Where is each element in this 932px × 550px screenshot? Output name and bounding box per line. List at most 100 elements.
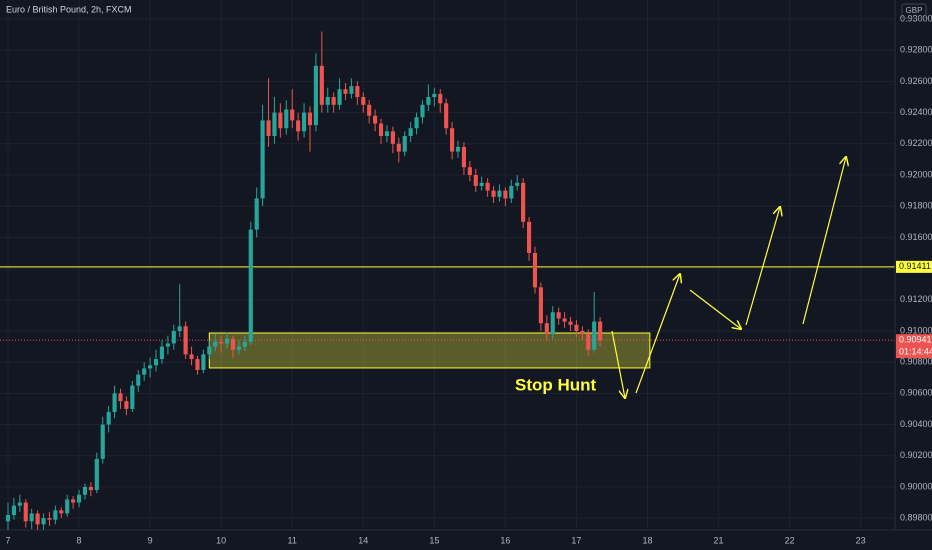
candle-body — [586, 334, 591, 350]
candle-body — [11, 505, 16, 516]
x-tick-label: 9 — [148, 535, 153, 545]
candle-body — [367, 104, 372, 116]
y-tick-label: 0.90800 — [900, 357, 932, 367]
arrow — [745, 207, 780, 326]
arrow — [802, 157, 846, 325]
candle-body — [236, 346, 241, 350]
candle-body — [23, 502, 28, 522]
candle-body — [136, 374, 141, 386]
candle-body — [550, 312, 555, 335]
zone — [208, 332, 651, 369]
candle-body — [598, 321, 603, 341]
candle-body — [106, 412, 111, 425]
candle-body — [207, 346, 212, 355]
candle-body — [65, 499, 70, 514]
candle-body — [384, 131, 390, 137]
candle-body — [361, 97, 366, 105]
candle-body — [88, 486, 93, 491]
candle-body — [41, 518, 46, 525]
candle-body — [112, 393, 117, 413]
y-tick-label: 0.92600 — [900, 76, 932, 86]
arrow — [689, 289, 741, 329]
candle-body — [35, 513, 40, 525]
x-tick-label: 17 — [571, 535, 581, 545]
candle-body — [76, 494, 82, 503]
candle-body — [313, 65, 318, 126]
candle-body — [479, 182, 484, 186]
candle-body — [556, 312, 561, 319]
candle-body — [230, 338, 236, 350]
candle-body — [331, 97, 336, 105]
drawings — [611, 157, 846, 398]
y-tick-label: 0.89800 — [900, 513, 932, 523]
candle-body — [426, 97, 431, 105]
candle-body — [290, 109, 295, 121]
candle-body — [532, 252, 538, 288]
candle-body — [521, 182, 526, 222]
x-tick-label: 8 — [77, 535, 82, 545]
candle-body — [254, 198, 259, 230]
candle-body — [47, 518, 52, 520]
candle-body — [325, 97, 330, 105]
candle-body — [580, 330, 585, 335]
candle-body — [574, 324, 579, 331]
candle-body — [438, 93, 443, 104]
candle-body — [278, 112, 283, 129]
x-tick-label: 15 — [429, 535, 439, 545]
candle-body — [118, 393, 123, 402]
candle-body — [296, 120, 301, 132]
candle-body — [219, 341, 224, 344]
y-tick-label: 0.91000 — [900, 325, 932, 335]
currency-box[interactable] — [901, 3, 927, 19]
x-tick-label: 10 — [216, 535, 226, 545]
candle-body — [396, 143, 401, 152]
candle-body — [195, 359, 200, 370]
candle-body — [189, 354, 194, 360]
arrow — [611, 330, 625, 398]
candle-body — [142, 368, 147, 375]
candle-body — [544, 323, 549, 335]
candle-body — [337, 89, 342, 105]
candle-body — [100, 424, 105, 459]
candle-body — [450, 128, 455, 152]
y-tick-label: 0.91600 — [900, 232, 932, 242]
y-tick-label: 0.91200 — [900, 294, 932, 304]
candle-body — [355, 86, 360, 98]
candle-body — [272, 112, 277, 137]
candle-body — [432, 93, 437, 98]
candle-body — [53, 510, 58, 520]
candle-body — [5, 515, 11, 522]
candle-body — [59, 510, 64, 514]
price-label-box — [896, 334, 932, 359]
candle-body — [183, 326, 188, 355]
candle-body — [17, 502, 22, 506]
candle-body — [461, 146, 467, 168]
x-tick-label: 14 — [358, 535, 368, 545]
currency[interactable]: GBP — [906, 6, 923, 15]
candle-body — [491, 190, 496, 197]
candle-body — [82, 486, 88, 495]
candle-body — [284, 109, 289, 129]
candle-body — [29, 513, 34, 522]
x-tick-label: 7 — [5, 535, 10, 545]
chart-title: Euro / British Pound, 2h, FXCM — [6, 4, 132, 14]
candle-body — [390, 131, 395, 144]
x-tick-label: 18 — [642, 535, 652, 545]
level-label: 0.91411 — [899, 261, 931, 271]
candle-body — [213, 341, 218, 347]
x-tick-label: 23 — [856, 535, 866, 545]
arrow — [635, 274, 680, 394]
candle-body — [71, 499, 76, 503]
candle-body — [515, 182, 520, 186]
candle-body — [343, 89, 348, 94]
y-tick-label: 0.90600 — [900, 388, 932, 398]
candle-body — [467, 167, 472, 176]
candle-body — [260, 120, 265, 199]
candle-body — [509, 185, 514, 199]
x-tick-label: 16 — [500, 535, 510, 545]
candle-body — [473, 175, 478, 186]
y-tick-label: 0.92200 — [900, 138, 932, 148]
candle-body — [349, 86, 354, 94]
y-tick-label: 0.91800 — [900, 201, 932, 211]
